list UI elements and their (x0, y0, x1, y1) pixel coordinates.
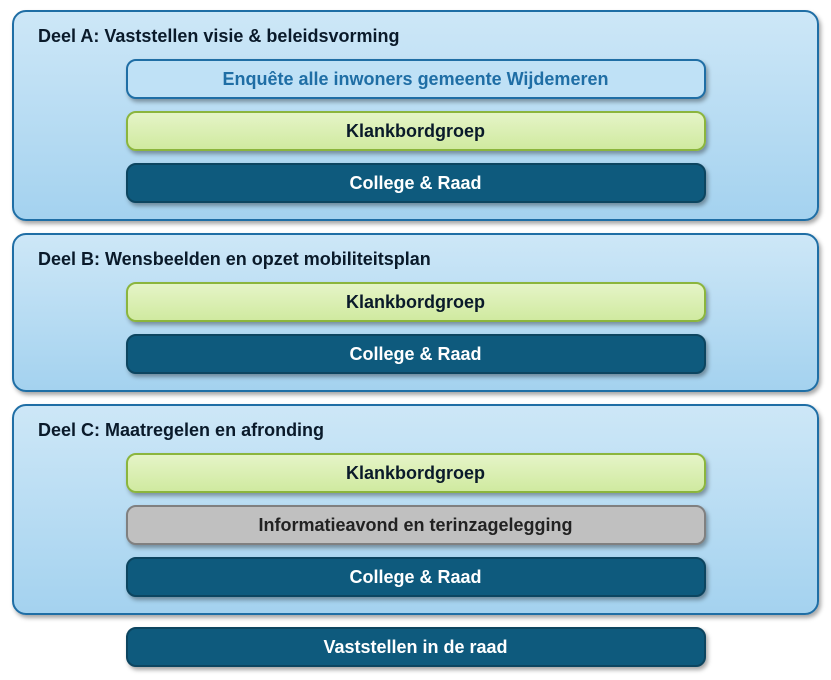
row-enquete: Enquête alle inwoners gemeente Wijdemere… (126, 59, 706, 99)
row-label: College & Raad (349, 567, 481, 588)
row-info: Informatieavond en terinzagelegging (126, 505, 706, 545)
row-label: Klankbordgroep (346, 121, 485, 142)
row-label: Vaststellen in de raad (323, 637, 507, 658)
row-klankbord-c: Klankbordgroep (126, 453, 706, 493)
section-title-c: Deel C: Maatregelen en afronding (32, 420, 799, 441)
row-label: Klankbordgroep (346, 463, 485, 484)
section-title-b: Deel B: Wensbeelden en opzet mobiliteits… (32, 249, 799, 270)
row-label: Enquête alle inwoners gemeente Wijdemere… (223, 69, 609, 90)
row-klankbord-b: Klankbordgroep (126, 282, 706, 322)
row-vaststellen: Vaststellen in de raad (126, 627, 706, 667)
row-label: Klankbordgroep (346, 292, 485, 313)
section-panel-a: Deel A: Vaststellen visie & beleidsvormi… (12, 10, 819, 221)
row-klankbord-a: Klankbordgroep (126, 111, 706, 151)
row-college-b: College & Raad (126, 334, 706, 374)
row-label: College & Raad (349, 173, 481, 194)
section-title-a: Deel A: Vaststellen visie & beleidsvormi… (32, 26, 799, 47)
row-college-a: College & Raad (126, 163, 706, 203)
row-label: Informatieavond en terinzagelegging (258, 515, 572, 536)
section-panel-c: Deel C: Maatregelen en afronding Klankbo… (12, 404, 819, 615)
section-panel-b: Deel B: Wensbeelden en opzet mobiliteits… (12, 233, 819, 392)
row-college-c: College & Raad (126, 557, 706, 597)
row-label: College & Raad (349, 344, 481, 365)
